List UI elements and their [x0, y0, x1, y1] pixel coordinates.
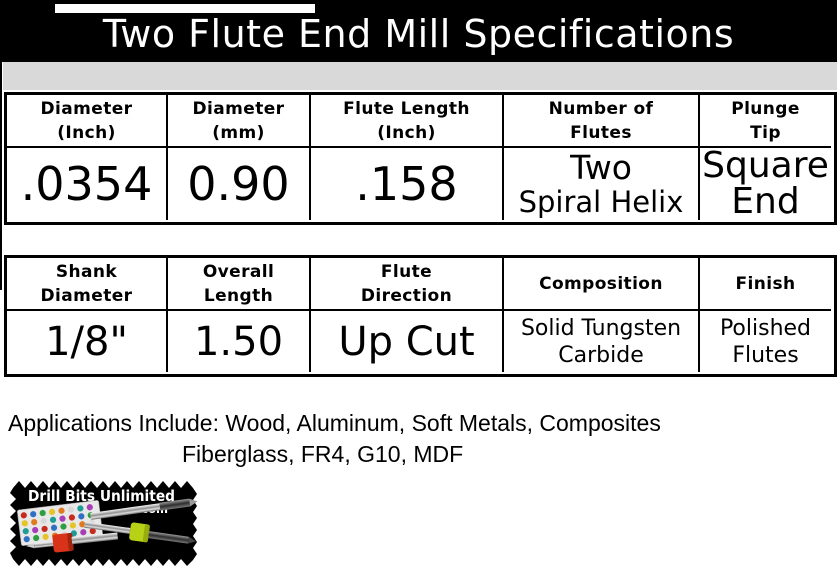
header-cell-plunge-tip: Plunge Tip [700, 95, 831, 148]
header-line: Flute [380, 261, 433, 282]
value-cell-overall-length: 1.50 [168, 311, 311, 372]
value-cell-composition: Solid Tungsten Carbide [504, 311, 700, 372]
header-line: Finish [735, 273, 796, 294]
value-line: Solid Tungsten [520, 315, 682, 341]
value-line: Two [570, 148, 632, 187]
value-line: 1/8" [45, 318, 128, 365]
header-line: (Inch) [57, 122, 116, 143]
header-line: Length [203, 285, 274, 306]
spec-table-secondary: Shank Diameter Overall Length Flute Dire… [4, 255, 837, 377]
header-cell-diameter-mm: Diameter (mm) [168, 95, 311, 148]
brand-stamp-logo: Drill Bits Unlimited .com [10, 481, 198, 566]
header-line: Diameter [40, 285, 133, 306]
header-line: Shank [55, 261, 118, 282]
drill-bit-icon [84, 521, 197, 544]
value-cell-number-of-flutes: Two Spiral Helix [504, 148, 700, 220]
title-bar-highlight-line [55, 4, 315, 13]
header-cell-finish: Finish [700, 258, 831, 311]
value-cell-flute-length: .158 [311, 148, 504, 220]
value-line: 1.50 [193, 318, 284, 365]
value-cell-flute-direction: Up Cut [311, 311, 504, 372]
value-line: .0354 [20, 157, 153, 211]
header-line: Number of [548, 98, 654, 119]
value-line: Up Cut [338, 318, 475, 365]
value-line: Flutes [732, 342, 799, 368]
value-line: 0.90 [187, 157, 290, 211]
left-border-line [0, 0, 2, 290]
applications-note-line1: Applications Include: Wood, Aluminum, So… [8, 410, 661, 436]
header-line: Overall [202, 261, 275, 282]
value-cell-finish: Polished Flutes [700, 311, 831, 372]
header-line: Flute Length [343, 98, 470, 119]
header-line: (Inch) [377, 122, 436, 143]
value-line: Square [702, 148, 829, 186]
value-cell-shank-diameter: 1/8" [7, 311, 168, 372]
value-cell-diameter-mm: 0.90 [168, 148, 311, 220]
header-cell-overall-length: Overall Length [168, 258, 311, 311]
header-line: Diameter [192, 98, 285, 119]
header-line: Plunge [731, 98, 800, 119]
header-cell-composition: Composition [504, 258, 700, 311]
header-cell-diameter-inch: Diameter (Inch) [7, 95, 168, 148]
value-line: Polished [719, 315, 812, 341]
header-line: (mm) [212, 122, 265, 143]
value-line: Carbide [558, 342, 644, 368]
value-line: Spiral Helix [518, 184, 684, 219]
brand-logo-text: Drill Bits Unlimited [28, 487, 175, 505]
header-cell-shank-diameter: Shank Diameter [7, 258, 168, 311]
value-line: .158 [355, 157, 458, 211]
header-line: Flutes [570, 122, 632, 143]
spec-table-primary: Diameter (Inch) Diameter (mm) Flute Leng… [4, 92, 837, 225]
header-line: Direction [360, 285, 453, 306]
drill-bit-icon [90, 498, 198, 520]
value-line: End [731, 181, 800, 220]
header-cell-number-of-flutes: Number of Flutes [504, 95, 700, 148]
value-cell-plunge-tip: Square End [700, 148, 831, 220]
page-title: Two Flute End Mill Specifications [102, 11, 735, 56]
title-bar: Two Flute End Mill Specifications [0, 0, 837, 62]
applications-note-line2: Fiberglass, FR4, G10, MDF [182, 441, 464, 467]
header-line: Composition [539, 273, 663, 294]
header-line: Tip [750, 122, 781, 143]
drill-bit-icon [26, 532, 118, 553]
header-cell-flute-length: Flute Length (Inch) [311, 95, 504, 148]
subheader-bar [3, 62, 837, 90]
value-cell-diameter-inch: .0354 [7, 148, 168, 220]
header-cell-flute-direction: Flute Direction [311, 258, 504, 311]
header-line: Diameter [40, 98, 133, 119]
